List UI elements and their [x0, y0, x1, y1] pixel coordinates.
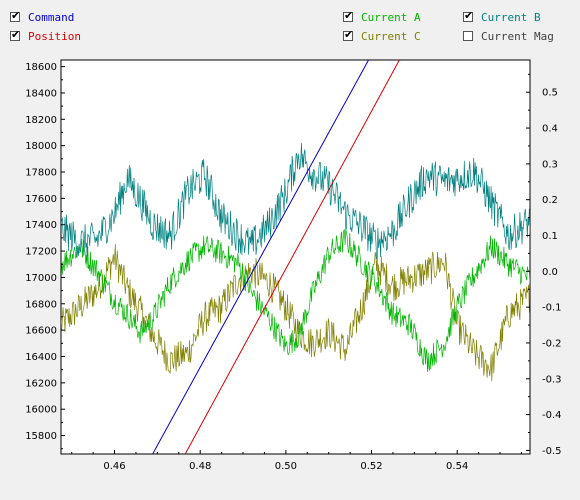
legend-checkbox[interactable]: ✔ [10, 9, 21, 22]
series-layer [61, 60, 530, 454]
legend-checkbox[interactable]: ✔ [10, 28, 21, 41]
y-left-tick-label: 17800 [25, 168, 57, 179]
checkmark-icon: ✔ [464, 9, 474, 22]
y-right-tick-label: -0.2 [542, 338, 562, 349]
legend-checkbox[interactable]: ✔ [463, 9, 474, 22]
series-current-b [61, 143, 530, 260]
plot-area [60, 59, 531, 455]
y-left-tick-label: 18200 [25, 115, 57, 126]
x-tick-label: 0.50 [275, 461, 297, 472]
legend-checkbox[interactable]: ✔ [343, 9, 354, 22]
legend-checkbox[interactable] [463, 31, 473, 41]
y-right-tick-label: 0.0 [542, 267, 558, 278]
series-current-a [61, 228, 530, 373]
legend-label: Position [28, 29, 81, 43]
legend-label: Current C [361, 29, 421, 43]
y-right-tick-label: 0.3 [542, 159, 558, 170]
legend-toggle-current-c[interactable]: ✔ Current C [343, 28, 421, 44]
legend-toggle-current-a[interactable]: ✔ Current A [343, 9, 421, 25]
y-left-tick-label: 18600 [25, 62, 57, 73]
y-right-tick-label: 0.5 [542, 88, 558, 99]
y-right-tick-label: -0.3 [542, 374, 562, 385]
y-right-tick-label: 0.4 [542, 124, 558, 135]
y-left-tick-label: 17200 [25, 247, 57, 258]
legend-toggle-command[interactable]: ✔ Command [10, 9, 74, 25]
checkmark-icon: ✔ [11, 9, 21, 22]
y-left-tick-label: 16600 [25, 326, 57, 337]
legend-label: Command [28, 10, 75, 24]
legend-label: Current A [361, 10, 421, 24]
checkmark-icon: ✔ [11, 28, 21, 41]
x-tick-label: 0.48 [189, 461, 211, 472]
legend-toggle-position[interactable]: ✔ Position [10, 28, 81, 44]
series-current-c [61, 244, 530, 382]
legend-toggle-current-mag[interactable]: Current Mag [463, 28, 554, 44]
checkmark-icon: ✔ [344, 9, 354, 22]
x-tick-label: 0.46 [103, 461, 125, 472]
y-right-tick-label: 0.2 [542, 195, 558, 206]
y-left-tick-label: 18400 [25, 88, 57, 99]
axis-layer: 15800 16000 16200 16400 16600 16800 17000 17200… [25, 62, 561, 472]
legend-label: Current B [481, 10, 541, 24]
y-left-tick-label: 16000 [25, 405, 57, 416]
y-left-tick-label: 17400 [25, 220, 57, 231]
series-position [184, 60, 400, 454]
legend-checkbox[interactable]: ✔ [343, 28, 354, 41]
y-left-tick-label: 17000 [25, 273, 57, 284]
y-right-tick-label: -0.5 [542, 446, 562, 457]
series-command [152, 60, 369, 454]
y-right-tick-label: -0.1 [542, 303, 562, 314]
y-left-tick-label: 16400 [25, 352, 57, 363]
x-tick-label: 0.52 [360, 461, 382, 472]
legend-label: Current Mag [481, 29, 554, 43]
legend-toggle-current-b[interactable]: ✔ Current B [463, 9, 541, 25]
y-left-tick-label: 16200 [25, 378, 57, 389]
checkmark-icon: ✔ [344, 28, 354, 41]
x-tick-label: 0.54 [446, 461, 468, 472]
y-left-tick-label: 15800 [25, 431, 57, 442]
y-right-tick-label: -0.4 [542, 410, 562, 421]
y-left-tick-label: 16800 [25, 299, 57, 310]
y-right-tick-label: 0.1 [542, 231, 558, 242]
y-left-tick-label: 17600 [25, 194, 57, 205]
y-left-tick-label: 18000 [25, 141, 57, 152]
